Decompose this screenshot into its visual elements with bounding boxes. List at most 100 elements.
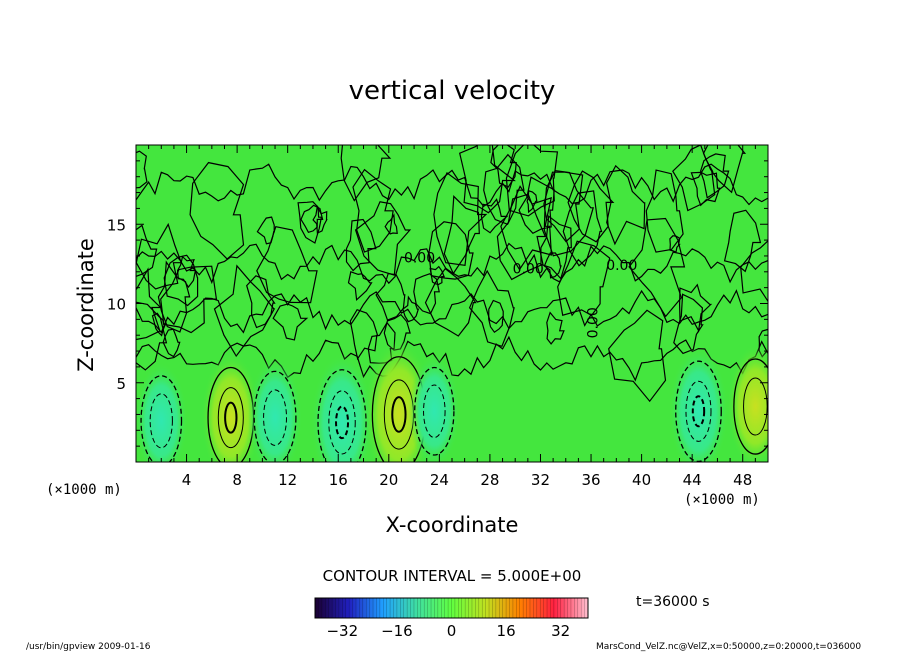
contour-line — [483, 153, 525, 226]
contour-line — [224, 401, 238, 434]
colorbar-tick-label: −32 — [326, 622, 358, 640]
time-label: t=36000 s — [636, 594, 710, 610]
contour-line — [312, 204, 328, 234]
contour-line — [340, 145, 392, 202]
contour-line — [645, 169, 684, 253]
contour-line — [384, 213, 398, 235]
contour-line — [675, 360, 722, 462]
contour-line — [458, 145, 516, 214]
contour-line — [496, 193, 547, 281]
contour-line — [162, 328, 181, 358]
contour-line — [690, 171, 721, 207]
x-tick-label: 8 — [232, 471, 242, 489]
contour-line — [136, 163, 768, 208]
contour-line — [557, 240, 611, 317]
x-axis-label: X-coordinate — [385, 513, 519, 537]
contour-line — [428, 221, 474, 280]
contour-line — [518, 176, 555, 235]
contour-line — [669, 235, 681, 253]
contour-line — [163, 254, 199, 307]
contour-line — [480, 198, 509, 234]
contour-line — [740, 239, 768, 303]
contour-line — [328, 390, 356, 455]
downdraft-cell — [310, 353, 374, 462]
contour-line — [543, 169, 594, 257]
contour-line — [136, 289, 768, 334]
contour-line — [272, 303, 309, 341]
contour-line — [354, 201, 412, 276]
contour-line — [546, 311, 565, 345]
contour-line — [443, 195, 480, 275]
contour-line — [424, 267, 477, 337]
contour-line — [429, 265, 445, 286]
contour-line — [246, 275, 276, 329]
colorbar-tick-label: 0 — [447, 622, 457, 640]
heatmap-layer: 0.00 0.00 0.00 0.00 — [136, 145, 768, 462]
colorbar-tick-label: 32 — [551, 622, 570, 640]
contour-line — [743, 377, 768, 436]
footer-right: MarsCond_VelZ.nc@VelZ,x=0:50000,z=0:2000… — [596, 642, 862, 652]
contour-label: 0.00 — [513, 261, 544, 277]
contour-line — [723, 209, 762, 273]
x-tick-label: 44 — [683, 471, 702, 489]
contour-line — [433, 171, 488, 266]
contour-line — [136, 150, 148, 189]
contour-label: 0.00 — [606, 258, 637, 274]
y-tick-label: 15 — [107, 216, 126, 234]
x-tick-label: 12 — [278, 471, 297, 489]
x-tick-label: 28 — [480, 471, 499, 489]
x-tick-label: 20 — [379, 471, 398, 489]
contour-line — [136, 267, 162, 341]
x-tick-label: 48 — [733, 471, 752, 489]
contour-line — [673, 293, 704, 355]
contour-label: 0.00 — [404, 250, 435, 266]
contour-line — [349, 308, 379, 361]
contour-line — [685, 380, 712, 442]
contour-line — [414, 366, 455, 456]
contour-line — [140, 375, 183, 462]
contour-line — [297, 201, 323, 244]
contour-line — [136, 301, 168, 371]
footer-left: /usr/bin/gpview 2009-01-16 — [26, 642, 151, 652]
x-axis-label-wrap: X-coordinate — [0, 513, 904, 537]
contour-line — [605, 164, 646, 246]
contour-line — [543, 171, 584, 243]
colorbar-tick-label: −16 — [381, 622, 413, 640]
contour-line — [375, 272, 406, 321]
contour-line — [733, 358, 768, 455]
contour-line — [136, 222, 183, 290]
colorbar-tick-label: 16 — [497, 622, 516, 640]
contour-label: 0.00 — [585, 307, 601, 338]
colorbar — [314, 597, 589, 619]
updraft-cell — [727, 344, 768, 462]
contour-line — [149, 393, 173, 449]
contour-line — [468, 269, 515, 348]
contour-line — [567, 170, 615, 243]
contour-line — [263, 389, 288, 446]
contour-line — [335, 405, 350, 440]
contour-line — [691, 395, 706, 428]
contour-line — [490, 145, 517, 188]
contour-line — [136, 224, 158, 278]
contour-interval: CONTOUR INTERVAL = 5.000E+00 — [322, 567, 582, 585]
contour-line — [383, 313, 411, 351]
contour-line — [402, 295, 420, 323]
contour-line — [702, 145, 747, 194]
x-tick-label: 24 — [430, 471, 449, 489]
downdraft-cell — [408, 354, 460, 462]
x-tick-label: 16 — [329, 471, 348, 489]
y-tick-label: 5 — [116, 375, 126, 393]
chart-title: vertical velocity — [348, 76, 556, 106]
x-axis-unit: (×1000 m) — [684, 492, 760, 508]
y-axis-unit: (×1000 m) — [46, 482, 122, 498]
contour-line — [253, 370, 297, 462]
contour-line — [217, 387, 244, 449]
contour-line — [678, 283, 713, 333]
downdraft-cell — [668, 346, 729, 462]
contour-line — [628, 217, 686, 318]
y-tick-label: 10 — [107, 296, 126, 314]
contour-line — [699, 153, 730, 199]
contour-line — [256, 226, 318, 304]
contour-line — [608, 309, 667, 403]
contour-line — [256, 216, 275, 245]
